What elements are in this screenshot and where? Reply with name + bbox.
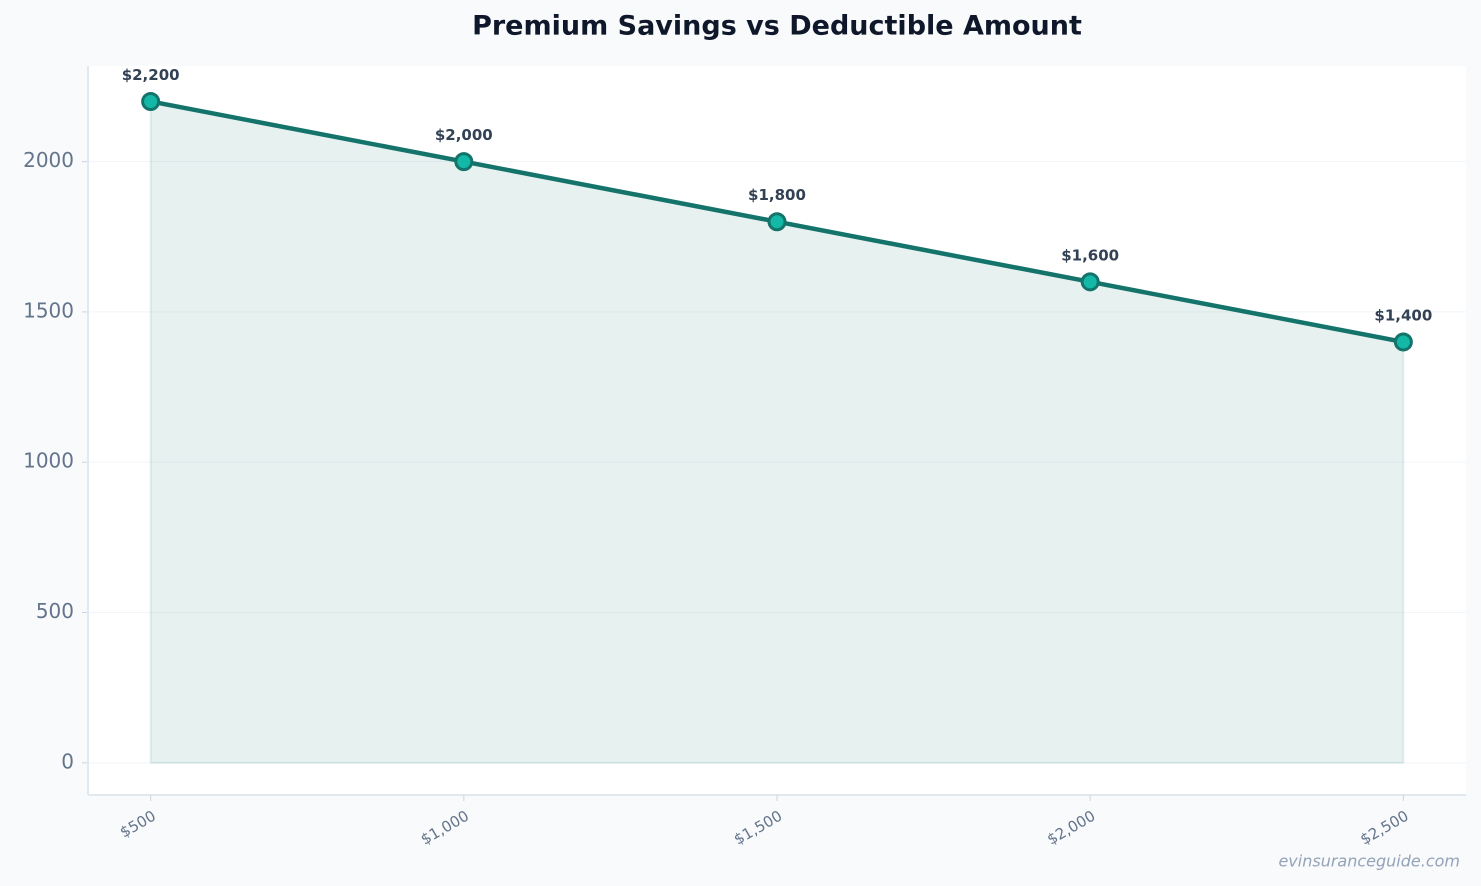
- data-label: $2,200: [122, 66, 180, 84]
- x-tick-label: $500: [117, 807, 159, 842]
- y-tick-label: 0: [61, 749, 74, 773]
- marker: [1393, 332, 1413, 352]
- marker: [454, 152, 474, 172]
- marker: [141, 91, 161, 111]
- y-tick-label: 1500: [23, 298, 74, 322]
- x-tick-label: $1,000: [418, 807, 472, 849]
- data-label: $2,000: [435, 126, 493, 144]
- marker: [767, 212, 787, 232]
- x-tick-label: $1,500: [731, 807, 785, 849]
- y-tick-label: 500: [36, 599, 74, 623]
- chart-title: Premium Savings vs Deductible Amount: [472, 11, 1082, 42]
- x-tick-label: $2,500: [1357, 807, 1411, 849]
- marker: [1080, 272, 1100, 292]
- x-tick-label: $2,000: [1044, 807, 1098, 849]
- data-label: $1,800: [748, 186, 806, 204]
- watermark: evinsuranceguide.com: [1278, 852, 1460, 871]
- y-tick-label: 1000: [23, 449, 74, 473]
- data-label: $1,400: [1374, 306, 1432, 324]
- data-label: $1,600: [1061, 246, 1119, 264]
- y-tick-label: 2000: [23, 148, 74, 172]
- plot-area: [88, 66, 1466, 795]
